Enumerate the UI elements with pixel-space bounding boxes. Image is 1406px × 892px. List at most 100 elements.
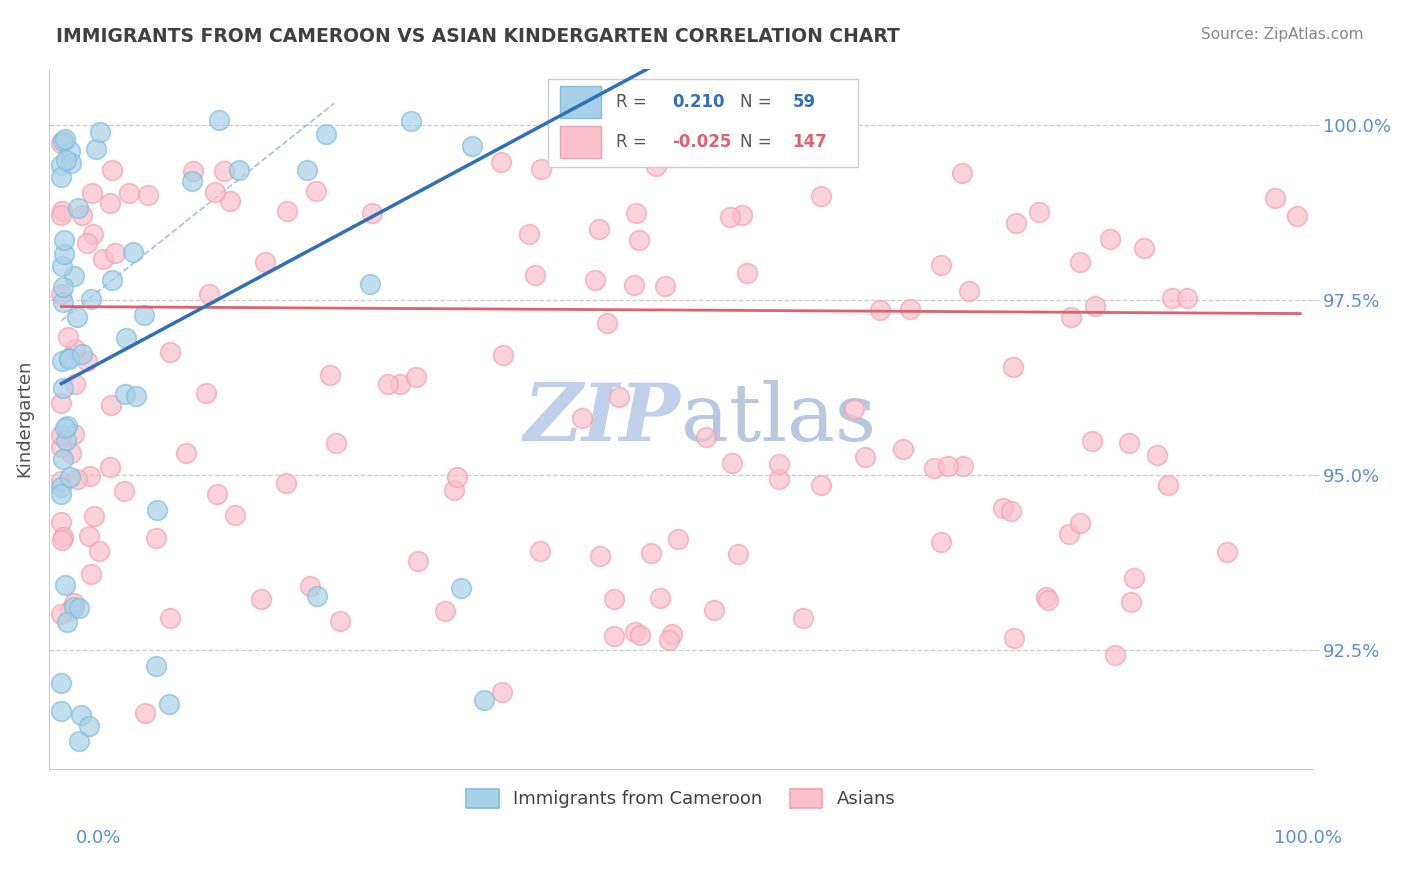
Point (853, 450, 876, 465)
Point (589, 549, 612, 564)
Point (79, 469, 101, 483)
Point (80, 186, 103, 200)
Point (56, 330, 79, 344)
Point (1069, 254, 1091, 268)
Point (51, 607, 73, 621)
Point (51, 158, 73, 172)
Point (83, 509, 105, 524)
Point (1000, 504, 1022, 518)
Point (891, 442, 914, 456)
Point (87, 544, 110, 558)
Point (523, 268, 546, 282)
Point (58, 351, 80, 366)
Point (1084, 299, 1107, 313)
Point (52, 233, 75, 247)
Text: 100.0%: 100.0% (1274, 830, 1341, 847)
Point (218, 194, 240, 209)
Point (51, 354, 73, 368)
Point (489, 155, 512, 169)
Point (77, 529, 100, 543)
Point (957, 285, 980, 299)
Point (1118, 436, 1140, 450)
Legend: Immigrants from Cameroon, Asians: Immigrants from Cameroon, Asians (460, 781, 903, 815)
Point (52, 451, 75, 466)
Point (89, 125, 111, 139)
Point (517, 227, 540, 241)
Point (51, 136, 73, 150)
Point (51, 170, 73, 185)
Point (952, 458, 974, 473)
Point (91, 252, 114, 266)
Point (53, 421, 76, 435)
Point (51, 428, 73, 442)
Point (898, 302, 921, 317)
Point (82, 227, 104, 241)
Point (491, 684, 513, 698)
Point (1059, 526, 1081, 541)
Point (529, 543, 551, 558)
Point (1285, 209, 1308, 223)
Point (51, 486, 73, 500)
Point (658, 633, 681, 648)
Point (250, 592, 273, 607)
Point (100, 459, 122, 474)
Point (644, 159, 666, 173)
Point (319, 368, 342, 382)
Point (55, 433, 77, 447)
Point (59, 470, 82, 484)
Point (77, 719, 100, 733)
Point (118, 186, 141, 200)
Point (993, 500, 1015, 515)
Point (276, 203, 298, 218)
Point (446, 470, 468, 484)
Point (1216, 545, 1239, 559)
Point (359, 277, 381, 291)
Point (624, 206, 647, 220)
Point (194, 385, 217, 400)
Point (607, 390, 630, 404)
Point (114, 387, 136, 401)
Point (76, 353, 98, 368)
Point (204, 185, 226, 199)
Point (718, 210, 741, 224)
Point (59, 155, 82, 169)
Point (1081, 434, 1104, 448)
Point (51, 440, 73, 454)
Point (1160, 291, 1182, 305)
Point (51, 479, 73, 493)
Point (695, 430, 717, 444)
Point (66, 202, 89, 216)
Point (727, 547, 749, 561)
Point (1035, 590, 1057, 604)
Point (65, 310, 87, 325)
Point (1038, 593, 1060, 607)
Point (51, 208, 73, 222)
Point (145, 531, 167, 545)
Point (70, 707, 93, 722)
Point (720, 456, 742, 470)
Point (1059, 310, 1081, 324)
Point (492, 348, 515, 362)
Point (122, 245, 145, 260)
Point (1123, 571, 1146, 585)
Point (52, 280, 75, 294)
Point (305, 184, 328, 198)
Point (84, 143, 107, 157)
Point (648, 591, 671, 606)
Point (1157, 477, 1180, 491)
Point (52, 530, 75, 544)
Point (51, 203, 73, 218)
Point (136, 187, 159, 202)
Point (51, 475, 73, 489)
Point (627, 233, 650, 247)
Point (737, 266, 759, 280)
Point (207, 486, 229, 500)
Point (224, 508, 246, 523)
Point (1002, 631, 1025, 645)
Point (603, 592, 626, 607)
Point (55, 153, 77, 168)
Point (731, 208, 754, 222)
Point (115, 331, 138, 345)
Point (100, 398, 122, 412)
Point (181, 174, 204, 188)
